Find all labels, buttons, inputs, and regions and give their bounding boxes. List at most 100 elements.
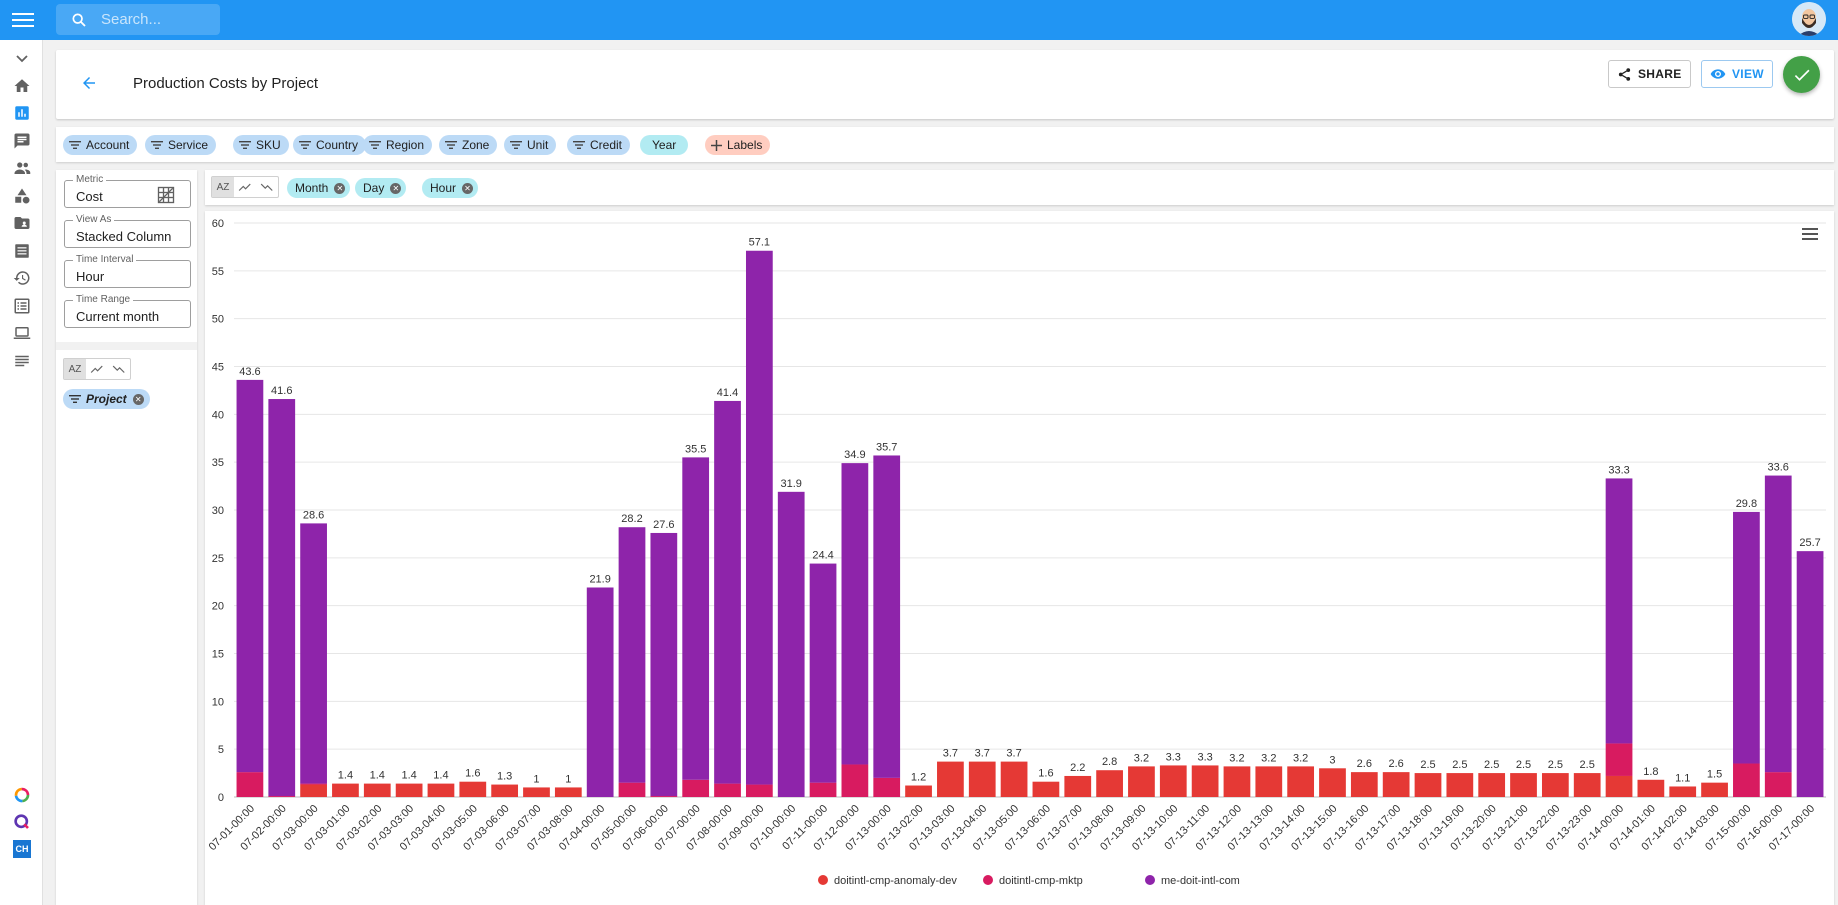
filter-chip-region[interactable]: Region	[363, 135, 433, 155]
grid-table-icon[interactable]	[156, 185, 176, 205]
remove-chip-icon[interactable]: ✕	[132, 393, 144, 405]
data-label: 2.6	[1389, 758, 1404, 770]
people-icon[interactable]	[11, 157, 33, 179]
trend-up-icon	[238, 183, 251, 191]
home-icon[interactable]	[11, 75, 33, 97]
bar-segment-doitintl-cmp-anomaly-dev	[968, 761, 996, 797]
chevron-down-icon[interactable]	[11, 47, 33, 69]
checklist-icon[interactable]	[11, 295, 33, 317]
list-icon[interactable]	[11, 240, 33, 262]
sort-ascending-button[interactable]	[234, 177, 256, 197]
laptop-icon[interactable]	[11, 322, 33, 344]
y-tick-label: 50	[212, 314, 224, 326]
save-button[interactable]	[1783, 56, 1820, 93]
column-group-chip-day[interactable]: Day ✕	[355, 178, 407, 198]
bar-segment-doitintl-cmp-anomaly-dev	[1446, 773, 1474, 797]
bar-segment-doitintl-cmp-anomaly-dev	[1414, 773, 1442, 797]
data-label: 33.3	[1608, 464, 1629, 476]
chat-icon[interactable]	[11, 130, 33, 152]
menu-icon[interactable]	[12, 10, 34, 30]
bar-segment-doitintl-cmp-anomaly-dev	[1541, 773, 1569, 797]
data-label: 29.8	[1736, 498, 1757, 510]
data-label: 1.4	[370, 770, 385, 782]
trend-down-icon	[260, 183, 273, 191]
row-sort-group: AZ	[63, 358, 131, 380]
share-button[interactable]: SHARE	[1608, 60, 1691, 88]
bar-segment-doitintl-cmp-anomaly-dev	[1287, 766, 1315, 797]
check-icon	[1794, 69, 1809, 81]
column-group-chip-month[interactable]: Month ✕	[287, 178, 351, 198]
sort-az-button[interactable]: AZ	[64, 359, 86, 379]
legend-marker	[983, 875, 993, 885]
bar-segment-doitintl-cmp-mktp	[268, 796, 296, 797]
time-range-select[interactable]: Time Range Current month	[64, 294, 191, 328]
metric-select[interactable]: Metric Cost	[64, 174, 191, 208]
bar-segment-doitintl-cmp-anomaly-dev	[1382, 772, 1410, 797]
row-group-chip-project[interactable]: Project ✕	[63, 389, 150, 409]
bar-segment-doitintl-cmp-anomaly-dev	[1064, 775, 1092, 797]
data-label: 2.5	[1548, 759, 1563, 771]
filter-bar: Account Service SKU Country Region Zone Unit Cr…	[56, 127, 1834, 162]
sort-az-button[interactable]: AZ	[212, 177, 234, 197]
data-label: 21.9	[589, 573, 610, 585]
view-button[interactable]: VIEW	[1701, 60, 1773, 88]
chart-menu-icon[interactable]	[1802, 227, 1818, 246]
y-tick-label: 25	[212, 553, 224, 565]
column-group-bar: AZ Month ✕ Day ✕ Hour ✕	[205, 170, 1834, 205]
legend-item: doitintl-cmp-anomaly-dev	[834, 875, 957, 887]
remove-chip-icon[interactable]: ✕	[334, 182, 346, 194]
data-label: 43.6	[239, 366, 260, 378]
filter-chip-sku[interactable]: SKU	[233, 135, 289, 155]
bar-segment-me-doit-intl-com	[1796, 551, 1824, 797]
data-label: 1.2	[911, 772, 926, 784]
folder-icon[interactable]	[11, 212, 33, 234]
filter-chip-credit[interactable]: Credit	[567, 135, 631, 155]
filter-chip-account[interactable]: Account	[63, 135, 138, 155]
report-title[interactable]: Production Costs by Project	[133, 75, 319, 92]
filter-icon	[69, 395, 81, 403]
filter-chip-zone[interactable]: Zone	[439, 135, 498, 155]
sort-descending-button[interactable]	[108, 359, 130, 379]
data-label: 1	[565, 773, 571, 785]
report-settings-panel: Metric Cost View As Stacked Column Time …	[56, 170, 197, 905]
filter-chip-labels[interactable]: Labels	[705, 135, 771, 155]
bar-segment-doitintl-cmp-anomaly-dev	[1032, 781, 1060, 797]
back-arrow-icon[interactable]	[80, 74, 98, 97]
filter-chip-country[interactable]: Country	[293, 135, 367, 155]
bar-segment-me-doit-intl-com	[873, 455, 901, 778]
filter-chip-unit[interactable]: Unit	[504, 135, 557, 155]
search-box[interactable]	[56, 4, 220, 35]
bar-segment-doitintl-cmp-mktp	[618, 782, 646, 797]
notes-icon[interactable]	[11, 350, 33, 372]
bar-segment-doitintl-cmp-anomaly-dev	[1350, 772, 1378, 797]
bar-segment-doitintl-cmp-anomaly-dev	[1573, 773, 1601, 797]
y-tick-label: 55	[212, 266, 224, 278]
filter-chip-year[interactable]: Year	[640, 135, 689, 155]
time-interval-select[interactable]: Time Interval Hour	[64, 254, 191, 288]
bar-segment-doitintl-cmp-anomaly-dev	[1701, 782, 1728, 797]
bar-segment-doitintl-cmp-mktp	[236, 772, 264, 797]
remove-chip-icon[interactable]: ✕	[390, 182, 402, 194]
ch-icon[interactable]: CH	[11, 838, 33, 860]
avatar[interactable]	[1792, 2, 1826, 36]
analytics-icon[interactable]	[11, 102, 33, 124]
sort-ascending-button[interactable]	[86, 359, 108, 379]
add-icon	[711, 139, 722, 151]
shapes-icon[interactable]	[11, 185, 33, 207]
bar-segment-me-doit-intl-com	[618, 527, 646, 783]
bar-segment-doitintl-cmp-anomaly-dev	[1255, 766, 1283, 797]
column-group-chip-hour[interactable]: Hour ✕	[422, 178, 479, 198]
view-as-select[interactable]: View As Stacked Column	[64, 214, 191, 248]
q-icon[interactable]	[11, 811, 33, 833]
y-tick-label: 10	[212, 696, 224, 708]
history-icon[interactable]	[11, 267, 33, 289]
remove-chip-icon[interactable]: ✕	[462, 182, 474, 194]
bar-segment-doitintl-cmp-anomaly-dev	[523, 787, 550, 797]
data-label: 1.8	[1643, 766, 1658, 778]
filter-chip-service[interactable]: Service	[145, 135, 217, 155]
data-label: 1.4	[338, 770, 353, 782]
data-label: 3.3	[1166, 751, 1181, 763]
sort-descending-button[interactable]	[256, 177, 278, 197]
ring-icon[interactable]	[11, 784, 33, 806]
search-input[interactable]	[101, 11, 211, 28]
